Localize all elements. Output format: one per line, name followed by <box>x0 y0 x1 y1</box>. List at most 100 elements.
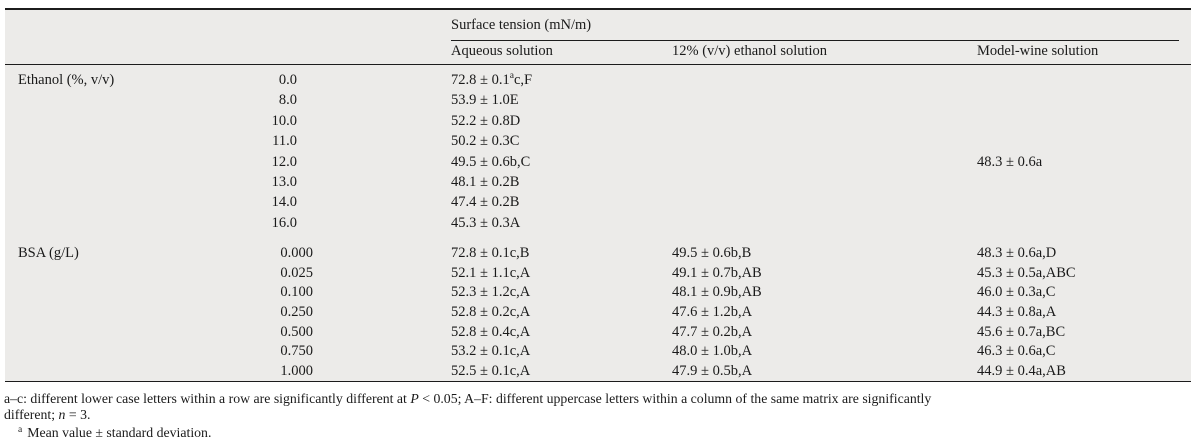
gap-cell <box>313 362 451 382</box>
paper-page: Surface tension (mN/m) Aqueous solution … <box>0 8 1196 441</box>
cell-aqueous: 47.4 ± 0.2B <box>451 194 520 211</box>
cell-aqueous: 52.5 ± 0.1c,A <box>451 362 531 379</box>
dose-value: 0.500 <box>280 323 313 340</box>
section-spacer-row <box>5 233 1191 244</box>
superscript-note: a <box>509 71 514 82</box>
cell-aqueous: 52.2 ± 0.8D <box>451 112 521 129</box>
section-label <box>5 303 230 323</box>
group-header-spacer <box>5 9 451 41</box>
section-label <box>5 264 230 284</box>
dose-value: 0.000 <box>280 245 313 262</box>
gap-cell <box>313 152 451 172</box>
cell-ethanol12: 48.1 ± 0.9b,AB <box>672 284 762 301</box>
surface-tension-table: Surface tension (mN/m) Aqueous solution … <box>5 8 1192 383</box>
column-header-modelwine: Model-wine solution <box>977 41 1192 65</box>
column-header-aqueous: Aqueous solution <box>451 41 672 65</box>
section-label <box>5 213 230 233</box>
section-label <box>5 342 230 362</box>
dose-value: 16.0 <box>271 214 297 231</box>
table-row: 0.025 52.1 ± 1.1c,A 49.1 ± 0.7b,AB 45.3 ± 0… <box>5 264 1191 284</box>
cell-modelwine <box>977 192 1191 212</box>
table-row: 0.100 52.3 ± 1.2c,A 48.1 ± 0.9b,AB 46.0 ± 0… <box>5 283 1191 303</box>
gap-cell <box>313 264 451 284</box>
cell-aqueous: 52.1 ± 1.1c,A <box>451 264 531 281</box>
dose-value: 10.0 <box>271 112 297 129</box>
gap-cell <box>313 192 451 212</box>
cell-modelwine <box>977 111 1191 131</box>
cell-ethanol12: 47.6 ± 1.2b,A <box>672 304 753 321</box>
footnote-text: a–c: different lower case letters within… <box>4 391 411 407</box>
table-row: 16.0 45.3 ± 0.3A <box>5 213 1191 233</box>
dose-value: 11.0 <box>272 133 297 150</box>
cell-modelwine: 48.3 ± 0.6a <box>977 153 1043 170</box>
dose-value: 8.0 <box>278 92 297 109</box>
data-table: Surface tension (mN/m) Aqueous solution … <box>5 8 1192 383</box>
cell-ethanol12 <box>672 131 977 151</box>
cell-modelwine: 44.3 ± 0.8a,A <box>977 304 1057 321</box>
footnote-text: different; <box>4 407 59 423</box>
group-header-cell: Surface tension (mN/m) <box>451 9 1191 41</box>
cell-ethanol12: 47.7 ± 0.2b,A <box>672 323 753 340</box>
gap-cell <box>313 172 451 192</box>
gap-cell <box>313 303 451 323</box>
cell-ethanol12 <box>672 192 977 212</box>
section-label <box>5 283 230 303</box>
group-header-label: Surface tension (mN/m) <box>451 10 1180 41</box>
cell-aqueous: 53.2 ± 0.1c,A <box>451 343 531 360</box>
dose-value: 12.0 <box>271 153 297 170</box>
cell-ethanol12 <box>672 90 977 110</box>
table-row: BSA (g/L) 0.000 72.8 ± 0.1c,B 49.5 ± 0.6b,B… <box>5 244 1191 264</box>
cell-aqueous: 53.9 ± 1.0E <box>451 92 519 109</box>
dose-value: 0.750 <box>280 343 313 360</box>
cell-modelwine <box>977 131 1191 151</box>
cell-modelwine <box>977 172 1191 192</box>
section-label <box>5 131 230 151</box>
cell-ethanol12 <box>672 213 977 233</box>
section-label <box>5 152 230 172</box>
table-row: 10.0 52.2 ± 0.8D <box>5 111 1191 131</box>
cell-ethanol12: 47.9 ± 0.5b,A <box>672 362 753 379</box>
footnotes: a–c: different lower case letters within… <box>4 391 1191 441</box>
column-header-ethanol12: 12% (v/v) ethanol solution <box>672 41 977 65</box>
cell-modelwine <box>977 213 1191 233</box>
cell-aqueous: 52.8 ± 0.4c,A <box>451 323 531 340</box>
gap-cell <box>313 65 451 91</box>
gap-cell <box>313 111 451 131</box>
cell-ethanol12: 49.5 ± 0.6b,B <box>672 245 752 262</box>
cell-aqueous: 72.8 ± 0.1ac,F <box>451 71 533 88</box>
section-label: BSA (g/L) <box>18 245 79 262</box>
gap-cell <box>313 323 451 343</box>
section-label: Ethanol (%, v/v) <box>18 72 115 88</box>
dose-value: 13.0 <box>271 174 297 191</box>
section-label <box>5 172 230 192</box>
dose-value: 0.0 <box>278 72 297 88</box>
dose-value: 0.250 <box>280 304 313 321</box>
column-header-spacer <box>5 41 451 65</box>
column-header-row: Aqueous solution 12% (v/v) ethanol solut… <box>5 41 1192 65</box>
cell-aqueous: 52.8 ± 0.2c,A <box>451 304 531 321</box>
cell-aqueous: 49.5 ± 0.6b,C <box>451 153 531 170</box>
cell-aqueous: 45.3 ± 0.3A <box>451 214 521 231</box>
table-row: 14.0 47.4 ± 0.2B <box>5 192 1191 212</box>
cell-modelwine: 46.3 ± 0.6a,C <box>977 343 1056 360</box>
table-row: 0.250 52.8 ± 0.2c,A 47.6 ± 1.2b,A 44.3 ± 0.… <box>5 303 1191 323</box>
dose-value: 0.100 <box>280 284 313 301</box>
cell-aqueous: 50.2 ± 0.3C <box>451 133 520 150</box>
table-row: 13.0 48.1 ± 0.2B <box>5 172 1191 192</box>
section-label <box>5 192 230 212</box>
cell-aqueous: 52.3 ± 1.2c,A <box>451 284 531 301</box>
dose-value: 14.0 <box>271 194 297 211</box>
gap-cell <box>313 283 451 303</box>
cell-modelwine: 48.3 ± 0.6a,D <box>977 245 1057 262</box>
dose-value: 0.025 <box>280 264 313 281</box>
table-body: Ethanol (%, v/v) 0.0 72.8 ± 0.1ac,F 8.0 53.9… <box>5 65 1191 382</box>
section-label <box>5 323 230 343</box>
cell-ethanol12 <box>672 111 977 131</box>
cell-ethanol12 <box>672 172 977 192</box>
table-row: 8.0 53.9 ± 1.0E <box>5 90 1191 110</box>
section-label <box>5 111 230 131</box>
footnote-text: < 0.05; A–F: different uppercase letters… <box>418 391 932 407</box>
table-row: 0.750 53.2 ± 0.1c,A 48.0 ± 1.0b,A 46.3 ± 0.… <box>5 342 1191 362</box>
cell-modelwine: 46.0 ± 0.3a,C <box>977 284 1056 301</box>
cell-ethanol12: 48.0 ± 1.0b,A <box>672 343 753 360</box>
